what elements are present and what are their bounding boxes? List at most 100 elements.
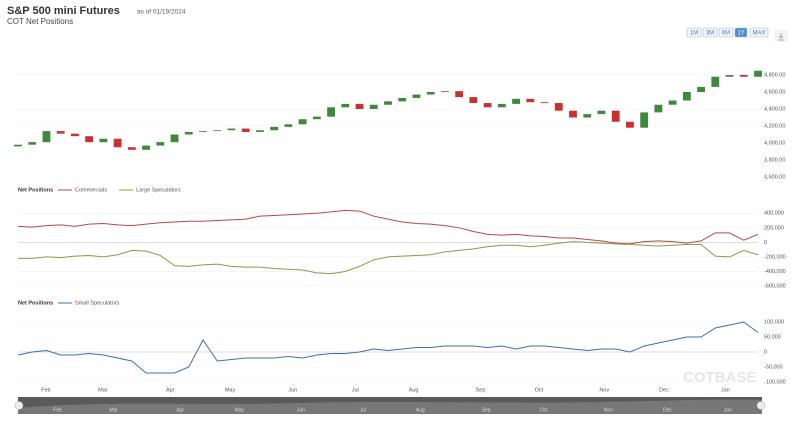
navigator-label: May	[234, 407, 244, 413]
panel-title: Net Positions	[18, 187, 53, 193]
legend-label: Small Speculators	[75, 300, 120, 306]
candle-body	[199, 131, 207, 132]
candle-body	[355, 103, 364, 109]
candle-body	[298, 119, 307, 125]
candle-body	[241, 128, 250, 132]
navigator-label: Apr	[176, 407, 184, 413]
candle-body	[412, 94, 421, 98]
range-button-label: 6M	[722, 31, 730, 37]
navigator-label: Mar	[109, 407, 118, 413]
y-tick-label: 3,600.00	[764, 174, 785, 180]
candle-body	[184, 131, 193, 135]
as-of-date: as of 01/19/2024	[137, 9, 186, 16]
y-tick-label: 0	[764, 349, 767, 355]
candle-body	[213, 130, 222, 132]
legend-label: Large Speculators	[136, 187, 181, 193]
range-button-label: MAX	[752, 31, 765, 37]
x-tick-label: Jan	[721, 387, 730, 393]
candle-body	[554, 103, 563, 111]
candle-body	[28, 142, 37, 145]
range-button-label: 3M	[706, 31, 714, 37]
candle-body	[142, 145, 150, 150]
candle-body	[441, 91, 449, 92]
navigator[interactable]: Feb Mar Apr May Jun Jul Aug Sep Oct Nov Dec Jan	[14, 397, 766, 414]
candle-body	[312, 116, 321, 120]
candle-body	[327, 107, 335, 117]
x-tick-label: Jun	[288, 387, 297, 393]
range-button-bg[interactable]	[718, 27, 734, 38]
candle-body	[583, 114, 592, 118]
range-button[interactable]: 6M	[718, 27, 734, 38]
candle-body	[71, 133, 79, 137]
y-tick-label: 3,800.00	[764, 157, 785, 163]
candle-body	[597, 110, 606, 115]
download-button[interactable]	[774, 30, 788, 42]
candle-body	[512, 98, 520, 104]
y-tick-label: 4,600.00	[764, 89, 785, 95]
candle-body	[156, 142, 165, 146]
x-tick-label: Feb	[41, 387, 50, 393]
y-tick-label: -100,000	[764, 379, 786, 385]
y-tick-label: 4,000.00	[764, 140, 785, 146]
series-line	[17, 209, 759, 245]
range-button[interactable]: 1Y	[734, 27, 748, 38]
candle-body	[540, 102, 549, 104]
range-button[interactable]: 1M	[686, 27, 702, 38]
x-tick-label: Apr	[166, 387, 175, 393]
candle-body	[398, 97, 407, 102]
y-tick-label: 4,200.00	[764, 123, 785, 129]
x-tick-label: May	[225, 387, 236, 393]
range-button-bg[interactable]	[702, 27, 718, 38]
candle-body	[99, 138, 108, 143]
x-tick-label: Aug	[409, 387, 419, 393]
candle-body	[682, 92, 691, 101]
x-tick-label: Mar	[98, 387, 108, 393]
x-tick-label: Oct	[535, 387, 544, 393]
candle-body	[469, 97, 478, 104]
range-button-bg[interactable]	[734, 27, 748, 38]
navigator-label: Dec	[663, 407, 672, 413]
range-button[interactable]: MAX	[749, 27, 769, 38]
navigator-area	[18, 399, 762, 414]
x-tick-label: Dec	[659, 387, 669, 393]
candle-body	[754, 70, 762, 77]
candle-body	[284, 124, 293, 127]
candle-body	[170, 134, 179, 143]
candle-body	[725, 75, 734, 77]
range-button-label: 1Y	[737, 31, 744, 37]
candle-body	[654, 104, 663, 113]
range-button[interactable]: 3M	[702, 27, 718, 38]
candle-body	[626, 121, 634, 128]
candle-body	[42, 131, 51, 143]
navigator-label: Aug	[416, 407, 425, 413]
y-tick-label: 4,400.00	[764, 106, 785, 112]
navigator-handle-right[interactable]	[756, 401, 766, 410]
candle-body	[426, 92, 435, 95]
y-tick-label: 200,000	[764, 225, 784, 231]
x-tick-label: Sep	[476, 387, 486, 393]
navigator-handle-left[interactable]	[14, 401, 24, 410]
candle-body	[384, 101, 392, 105]
navigator-label: Oct	[540, 407, 548, 413]
candle-body	[569, 110, 577, 118]
download-icon	[778, 33, 784, 41]
candle-body	[85, 136, 94, 143]
y-tick-label: 0	[764, 240, 767, 246]
candle-body	[127, 147, 136, 150]
y-tick-label: 4,800.00	[764, 72, 785, 78]
candle-body	[483, 103, 492, 108]
y-tick-label: -600,000	[764, 283, 786, 289]
watermark: COTBASE	[683, 369, 756, 386]
range-button-bg[interactable]	[686, 27, 702, 38]
y-tick-label: -400,000	[764, 269, 786, 275]
candle-body	[739, 75, 748, 77]
chart-title: S&P 500 mini Futures	[7, 5, 120, 17]
x-tick-label: Nov	[599, 387, 609, 393]
panel-title: Net Positions	[18, 300, 53, 306]
candle-body	[227, 128, 236, 131]
x-tick-label: Jul	[352, 387, 359, 393]
candle-body	[56, 131, 65, 134]
range-button-bg[interactable]	[749, 27, 769, 38]
candle-body	[369, 104, 378, 109]
y-tick-label: 400,000	[764, 211, 784, 217]
